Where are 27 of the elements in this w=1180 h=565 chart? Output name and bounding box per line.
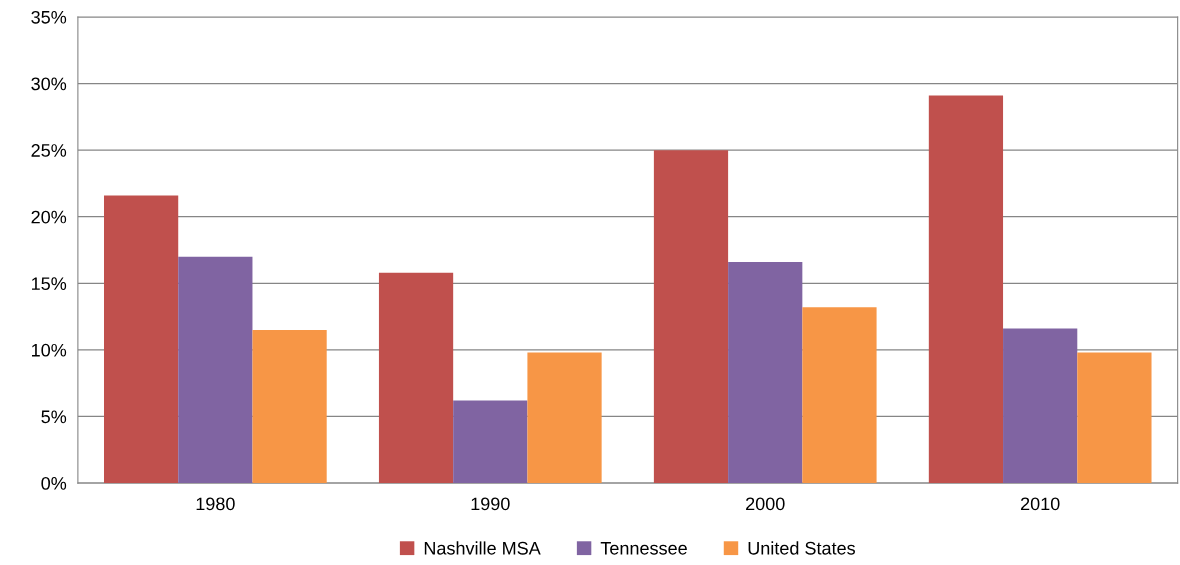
x-tick-label: 2000 [746, 497, 785, 511]
bar [928, 95, 1004, 484]
bar [1077, 352, 1152, 484]
bar [527, 352, 602, 484]
bar [802, 307, 877, 484]
x-tick-label: 1980 [196, 497, 235, 511]
bar [728, 262, 803, 484]
bar [653, 150, 729, 484]
y-tick-label: 0% [41, 477, 67, 490]
x-tick-label: 2010 [1021, 497, 1060, 511]
y-tick-label: 10% [32, 343, 67, 357]
legend-label: Tennessee [600, 542, 687, 555]
y-tick-label: 25% [31, 144, 67, 157]
legend-label: Nashville MSA [424, 541, 541, 555]
y-tick-label: 20% [31, 210, 67, 224]
bar [252, 329, 327, 484]
legend-label: United States [748, 541, 855, 555]
y-tick-label: 15% [32, 277, 67, 291]
x-tick-label: 1990 [471, 497, 510, 511]
y-tick-label: 5% [41, 410, 67, 424]
bar [378, 272, 454, 484]
bar [453, 400, 528, 484]
bar [1003, 328, 1078, 484]
y-tick-label: 35% [31, 10, 67, 24]
y-tick-label: 30% [31, 77, 67, 91]
bar [104, 195, 179, 484]
bar [178, 256, 253, 484]
